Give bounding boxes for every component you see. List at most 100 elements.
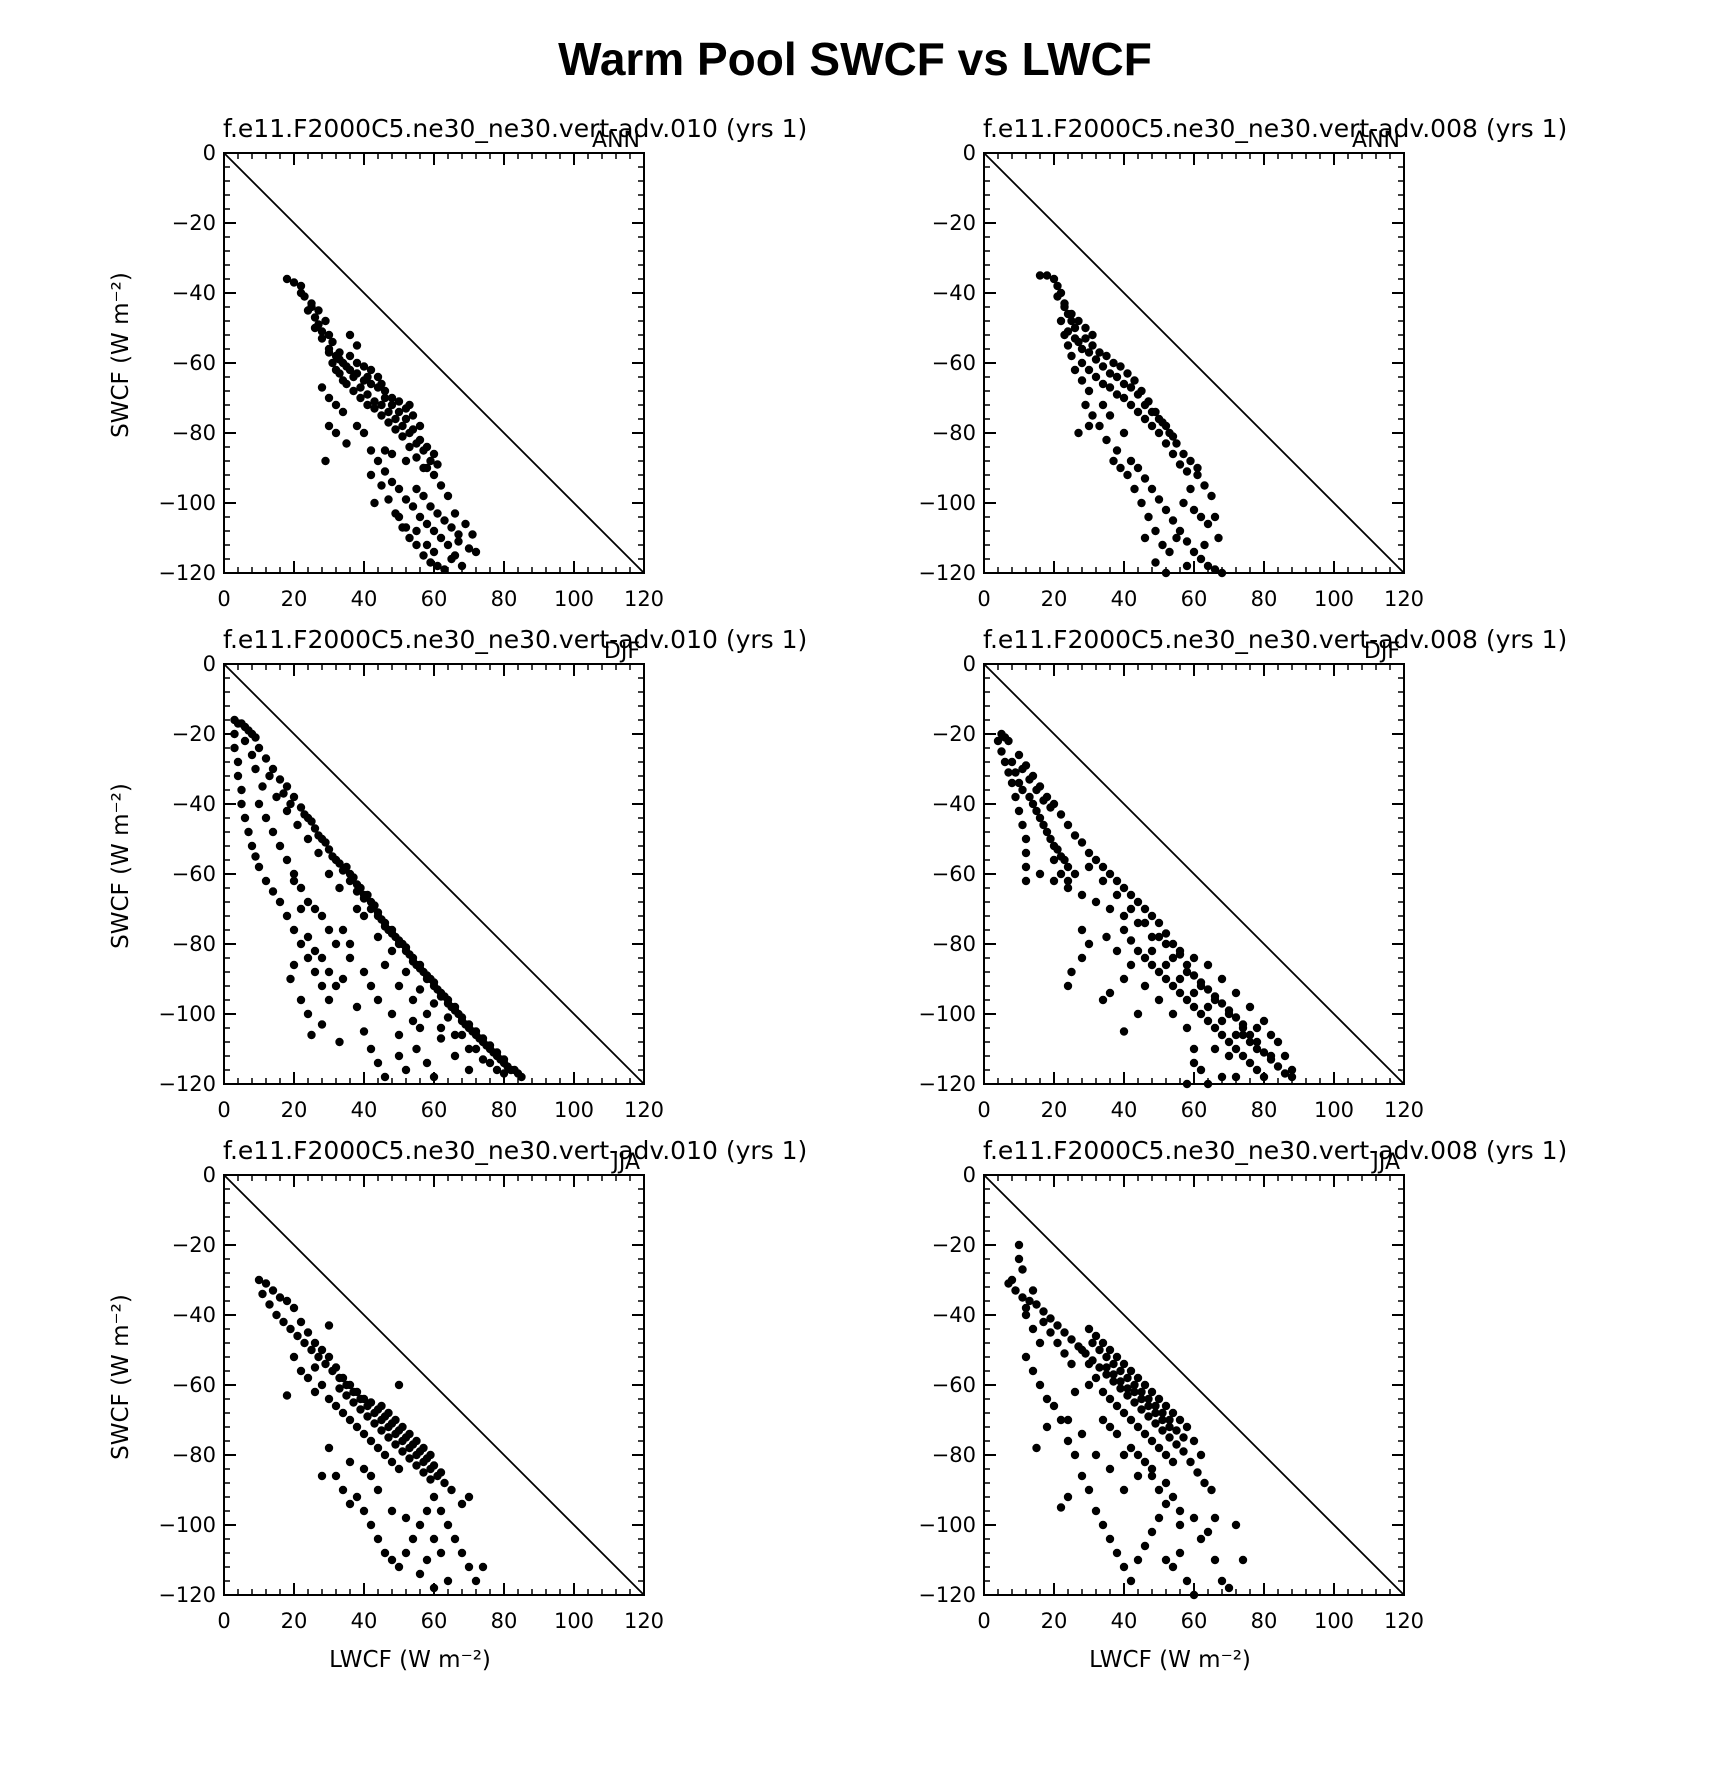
scatter-point: [1154, 967, 1164, 977]
scatter-point: [370, 404, 379, 413]
scatter-point: [1133, 1422, 1143, 1432]
scatter-point: [464, 1044, 474, 1054]
scatter-point: [1189, 1058, 1199, 1068]
scatter-point: [1224, 1051, 1234, 1061]
scatter-point: [279, 789, 288, 798]
scatter-point: [324, 967, 334, 977]
scatter-point: [426, 1450, 435, 1460]
scatter-point: [1028, 1366, 1038, 1376]
scatter-point: [1018, 1265, 1027, 1274]
scatter-point: [377, 1401, 386, 1411]
x-tick-label: 20: [281, 587, 308, 611]
scatter-point: [405, 1454, 414, 1463]
scatter-point: [380, 1072, 390, 1082]
scatter-point: [1175, 988, 1185, 998]
scatter-point: [359, 1464, 369, 1474]
scatter-point: [503, 1062, 512, 1071]
scatter-point: [352, 358, 362, 368]
scatter-point: [429, 449, 439, 459]
scatter-point: [1179, 449, 1188, 459]
scatter-point: [1238, 1555, 1248, 1565]
scatter-point: [1175, 1506, 1185, 1516]
scatter-point: [359, 362, 369, 371]
scatter-point: [1175, 460, 1185, 469]
y-tick-label: −20: [932, 722, 976, 746]
y-tick-label: −40: [932, 281, 976, 305]
scatter-point: [1217, 1016, 1227, 1026]
scatter-point: [464, 1562, 474, 1572]
scatter-point: [1004, 736, 1013, 746]
scatter-point: [1063, 883, 1073, 893]
scatter-point: [1095, 421, 1104, 431]
scatter-point: [1105, 1534, 1115, 1544]
scatter-point: [1266, 1051, 1276, 1061]
scatter-point: [321, 1359, 330, 1369]
scatter-point: [1161, 1499, 1171, 1509]
scatter-point: [1007, 778, 1017, 788]
y-axis-label: SWCF (W m⁻²): [108, 272, 134, 438]
x-tick-label: 80: [1251, 1098, 1278, 1122]
scatter-point: [1231, 1030, 1241, 1040]
x-tick-label: 0: [217, 1098, 230, 1122]
scatter-point: [387, 393, 397, 403]
scatter-point: [415, 1023, 425, 1033]
scatter-point: [363, 890, 372, 900]
scatter-point: [247, 841, 257, 851]
scatter-point: [1210, 995, 1220, 1005]
scatter-point: [1140, 1380, 1150, 1390]
scatter-point: [317, 1471, 327, 1481]
scatter-point: [1259, 1072, 1269, 1082]
scatter-point: [457, 1499, 467, 1509]
scatter-point: [1105, 1394, 1115, 1404]
scatter-point: [370, 1419, 379, 1428]
scatter-point: [296, 883, 306, 893]
scatter-point: [1161, 1401, 1171, 1411]
x-tick-label: 0: [217, 587, 230, 611]
scatter-point: [1140, 474, 1150, 483]
scatter-point: [349, 386, 358, 396]
scatter-point: [1123, 1384, 1132, 1393]
panel-season: JJA: [1370, 1150, 1400, 1175]
scatter-point: [335, 1384, 344, 1393]
scatter-point: [1084, 1324, 1094, 1334]
scatter-point: [1116, 1377, 1125, 1386]
scatter-point: [1133, 1555, 1143, 1565]
scatter-point: [1168, 1009, 1178, 1019]
scatter-point: [1147, 484, 1157, 494]
scatter-point: [1154, 1443, 1164, 1453]
scatter-point: [1189, 1436, 1199, 1446]
scatter-point: [289, 876, 299, 886]
scatter-point: [1046, 1328, 1055, 1337]
scatter-point: [401, 1548, 411, 1558]
scatter-point: [1137, 498, 1146, 508]
scatter-point: [1231, 1013, 1241, 1022]
scatter-point: [1137, 1387, 1146, 1397]
scatter-point: [331, 428, 341, 438]
scatter-point: [1084, 386, 1094, 396]
scatter-point: [1095, 348, 1104, 357]
panel-ann-008: 0 20 40 60 80 100 120 0 −20 −40 −60 −80 −100 −120 f.e1…: [918, 114, 1567, 611]
scatter-point: [1154, 932, 1164, 942]
scatter-point: [1077, 925, 1087, 935]
scatter-point: [310, 1387, 320, 1397]
scatter-point: [426, 456, 435, 466]
scatter-series: [254, 1275, 488, 1593]
scatter-point: [265, 771, 274, 781]
scatter-point: [293, 820, 302, 830]
scatter-point: [468, 530, 477, 539]
scatter-point: [405, 533, 414, 543]
scatter-point: [1077, 358, 1087, 368]
scatter-point: [1165, 547, 1174, 557]
scatter-point: [1126, 400, 1136, 410]
scatter-point: [1098, 876, 1108, 886]
scatter-point: [328, 852, 337, 861]
scatter-point: [1245, 1030, 1255, 1040]
scatter-point: [268, 827, 278, 837]
scatter-point: [366, 981, 376, 991]
scatter-point: [345, 1457, 355, 1467]
scatter-point: [1032, 1300, 1041, 1309]
scatter-point: [1186, 484, 1195, 494]
scatter-point: [426, 1475, 435, 1484]
scatter-point: [1067, 309, 1076, 319]
panel-subtitle: f.e11.F2000C5.ne30_ne30.vert-adv.010 (yr…: [223, 625, 807, 654]
